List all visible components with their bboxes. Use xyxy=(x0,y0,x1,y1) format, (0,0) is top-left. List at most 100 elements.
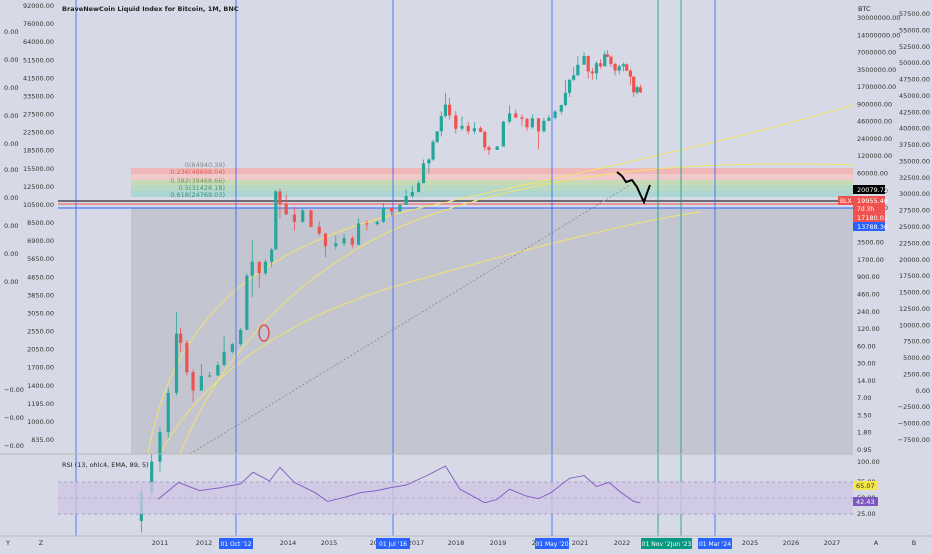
right-axis-log-label: 1700000.00 xyxy=(857,83,896,91)
rsi-value-tags: 65.07 42.43 xyxy=(853,481,878,506)
right-axis-log-label: 900000.00 xyxy=(857,100,892,108)
right-axis-usd-label: 7500.00 xyxy=(903,338,930,346)
left-axis-b-label: 10500.00 xyxy=(23,201,54,209)
candle-body xyxy=(495,146,499,150)
right-axis-usd-label: 22500.00 xyxy=(899,239,930,247)
left-axis-b-label: 3050.00 xyxy=(27,309,54,317)
candle-body xyxy=(439,116,443,132)
right-axis-log-label: 1700.00 xyxy=(857,256,884,264)
candle-body xyxy=(617,66,621,71)
right-axis-log-label: 900.00 xyxy=(857,273,880,281)
right-axis-log-label: 7000000.00 xyxy=(857,49,896,57)
right-axis-log-label: 240.00 xyxy=(857,308,880,316)
candle-body xyxy=(443,104,448,117)
x-axis-label: A xyxy=(874,539,879,547)
left-axis-b-label: 1700.00 xyxy=(27,364,54,372)
x-axis-label: 2011 xyxy=(152,539,169,547)
right-axis-usd-label: −7500.00 xyxy=(898,436,930,444)
rsi-scale-label: 100.00 xyxy=(857,458,880,466)
x-marker-label: 01 Oct '12 xyxy=(220,541,251,548)
x-axis-label: Y xyxy=(5,539,10,547)
trend-line xyxy=(189,184,631,455)
right-axis-usd-label: 42500.00 xyxy=(899,108,930,116)
left-axis-b-label: 22500.00 xyxy=(23,129,54,137)
candle-body xyxy=(230,344,234,352)
left-axis-b-label: 12500.00 xyxy=(23,183,54,191)
x-axis-label: 2026 xyxy=(783,539,800,547)
left-axis-a: 0.00 0.00 0.00 0.00 0.00 0.00 0.00 0.00 0.00 0.00… xyxy=(4,28,24,450)
candle-body xyxy=(501,121,505,147)
fib-labels: 0(64940.39) 0.236(48698.04) 0.382(39468.… xyxy=(170,161,225,199)
candle-body xyxy=(274,191,278,250)
candle-body xyxy=(582,56,586,65)
projection-path xyxy=(616,171,651,205)
candle-body xyxy=(542,120,546,132)
right-axis-log-label: 460000.00 xyxy=(857,118,892,126)
left-axis-b-label: 4650.00 xyxy=(27,273,54,281)
right-axis-log-label: 1.80 xyxy=(857,429,871,437)
right-axis-log-label: 60000.00 xyxy=(857,170,888,178)
right-axis-log-label: 460.00 xyxy=(857,290,880,298)
right-axis-usd-label: 12500.00 xyxy=(899,305,930,313)
candle-body xyxy=(460,125,464,129)
candle-body xyxy=(158,432,162,462)
right-axis-usd-label: 35000.00 xyxy=(899,157,930,165)
candle-body xyxy=(334,243,338,247)
candle-body xyxy=(547,117,551,121)
left-axis-a-label: 0.00 xyxy=(4,194,18,202)
left-axis-a-label: 0.00 xyxy=(4,278,18,286)
right-axis-usd-label: 15000.00 xyxy=(899,289,930,297)
candle-body xyxy=(590,71,594,74)
candle-body xyxy=(567,79,572,93)
right-axis-usd-label: −5000.00 xyxy=(898,420,930,428)
right-axis-usd-label: 10000.00 xyxy=(899,321,930,329)
x-axis-label: 2025 xyxy=(742,539,759,547)
left-axis-a-label: −0.00 xyxy=(4,386,24,394)
candle-body xyxy=(520,117,524,119)
left-axis-b-label: 3850.00 xyxy=(27,291,54,299)
left-axis-a-label: 0.00 xyxy=(4,56,18,64)
candle-body xyxy=(576,64,580,76)
candle-body xyxy=(323,233,328,247)
candle-body xyxy=(239,329,243,345)
fib-label-0: 0(64940.39) xyxy=(185,161,225,169)
x-marker-tag xyxy=(219,538,253,549)
left-axis-b-label: 51500.00 xyxy=(23,56,54,64)
candle-body xyxy=(208,375,212,377)
x-marker-tag xyxy=(698,538,732,549)
rsi-scale-label: 25.00 xyxy=(857,510,876,518)
price-tag-blx: BLX xyxy=(840,198,852,205)
candle-body xyxy=(613,63,617,71)
x-marker-label: 01 Mar '24 xyxy=(699,541,731,548)
candle-body xyxy=(603,54,607,67)
left-axis-b-label: 1400.00 xyxy=(27,382,54,390)
candle-body xyxy=(398,204,402,212)
left-axis-b-label: 33500.00 xyxy=(23,92,54,100)
candle-body xyxy=(635,87,639,93)
right-axis-usd-label: 30000.00 xyxy=(899,190,930,198)
left-axis-a-label: 0.00 xyxy=(4,222,18,230)
candle-body xyxy=(431,141,435,160)
right-axis-usd-label: 45000.00 xyxy=(899,92,930,100)
candle-body xyxy=(638,87,642,93)
candle-body xyxy=(301,210,305,222)
candle-body xyxy=(245,275,249,330)
right-axis-log-label: 3500000.00 xyxy=(857,66,896,74)
candle-body xyxy=(472,128,477,132)
right-axis-log-label: 30.00 xyxy=(857,360,876,368)
left-axis-b-label: 5650.00 xyxy=(27,255,54,263)
candle-body xyxy=(404,196,408,205)
right-axis-usd-label: 27500.00 xyxy=(899,207,930,215)
right-axis-usd-label: 50000.00 xyxy=(899,59,930,67)
right-axis-log-label: 120000.00 xyxy=(857,152,892,160)
candle-body xyxy=(174,333,179,393)
right-axis-usd-label: −2500.00 xyxy=(898,403,930,411)
right-axis-log-label: 120.00 xyxy=(857,325,880,333)
candle-body xyxy=(421,163,426,184)
left-axis-b-label: 6900.00 xyxy=(27,237,54,245)
candle-body xyxy=(536,118,541,132)
left-axis-a-label: 0.00 xyxy=(4,84,18,92)
candle-body xyxy=(483,131,487,148)
left-axis-a-label: 0.00 xyxy=(4,250,18,258)
